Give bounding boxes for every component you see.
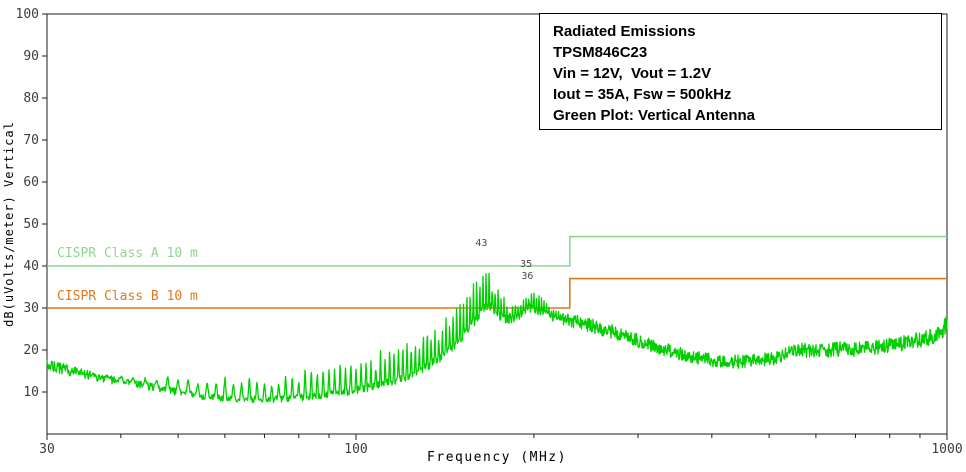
emissions-trace-group	[46, 272, 948, 404]
y-tick-label: 40	[23, 259, 39, 274]
limit-line-class-b	[47, 277, 947, 309]
peak-annotation: 43	[475, 238, 487, 249]
info-line-iout-fsw: Iout = 35A, Fsw = 500kHz	[553, 86, 732, 103]
info-line-antenna: Green Plot: Vertical Antenna	[553, 107, 755, 124]
y-tick-label: 70	[23, 133, 39, 148]
y-tick-label: 90	[23, 49, 39, 64]
y-tick-label: 10	[23, 385, 39, 400]
x-tick-label: 30	[39, 442, 55, 457]
x-tick-label: 100	[344, 442, 367, 457]
y-tick-label: 80	[23, 91, 39, 106]
y-tick-label: 30	[23, 301, 39, 316]
x-axis-title: Frequency (MHz)	[427, 450, 567, 465]
y-tick-label: 20	[23, 343, 39, 358]
y-tick-label: 60	[23, 175, 39, 190]
limit-line-class-a	[47, 235, 947, 267]
emissions-trace	[46, 272, 948, 404]
cispr-class-a-label: CISPR Class A 10 m	[57, 246, 198, 261]
peak-annotation: 36	[521, 271, 533, 282]
y-tick-label: 50	[23, 217, 39, 232]
info-box: Radiated Emissions TPSM846C23 Vin = 12V,…	[539, 13, 942, 130]
limit-lines	[47, 235, 947, 309]
cispr-class-b-label: CISPR Class B 10 m	[57, 289, 198, 304]
peak-annotation: 35	[520, 259, 532, 270]
info-line-part: TPSM846C23	[553, 44, 648, 61]
x-tick-label: 1000	[931, 442, 962, 457]
info-line-title: Radiated Emissions	[553, 23, 696, 40]
info-line-vin-vout: Vin = 12V, Vout = 1.2V	[553, 65, 712, 82]
y-tick-label: 100	[16, 7, 39, 22]
y-axis-title: dB(uVolts/meter) Vertical	[2, 121, 16, 327]
axis-ticks: 10 20 30 40 50 60 70 80 90 100 30 100 1000	[16, 7, 963, 457]
